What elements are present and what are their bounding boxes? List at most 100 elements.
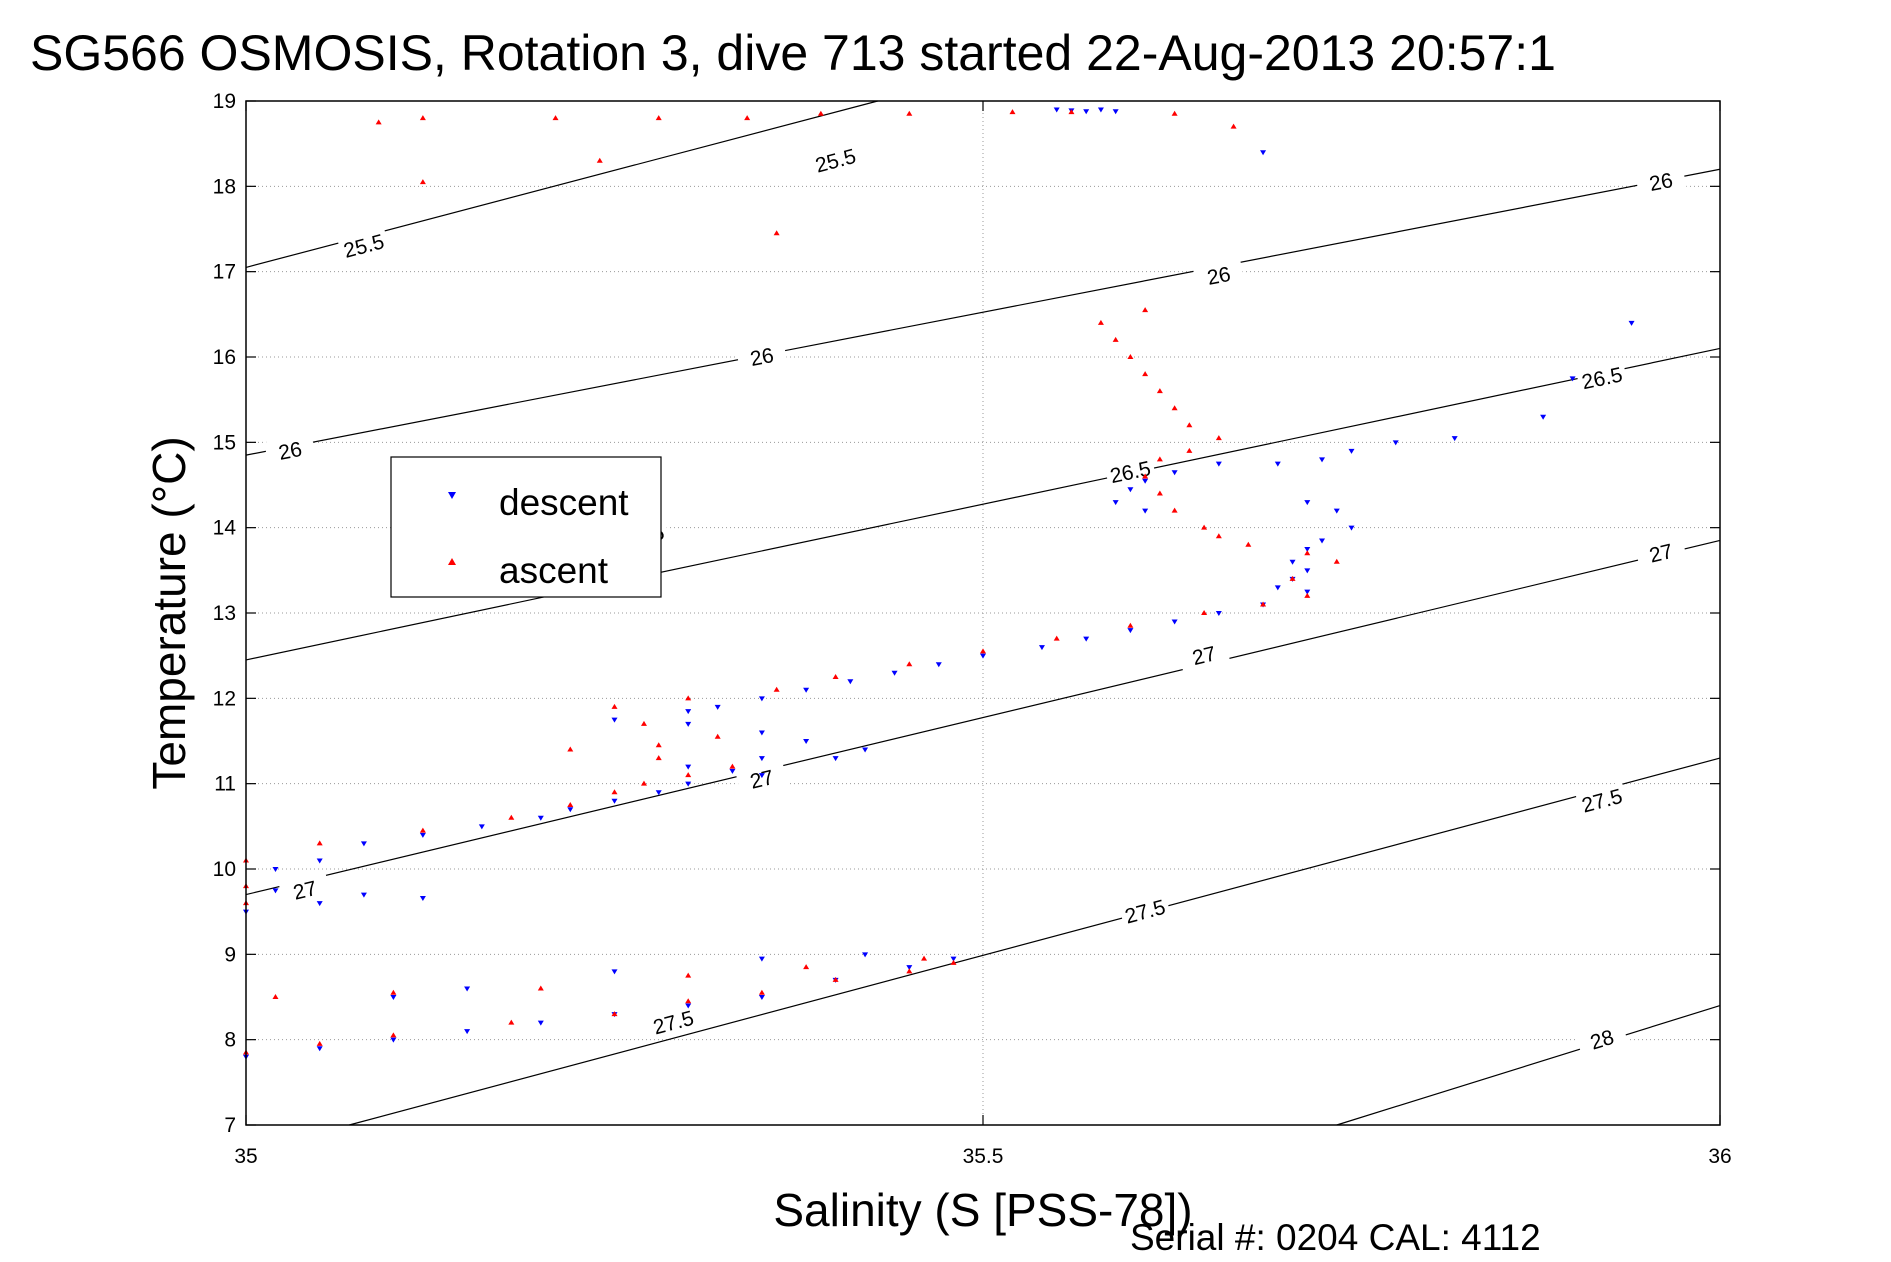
descent-point <box>464 1029 471 1035</box>
ascent-point <box>537 985 544 991</box>
descent-point <box>1260 150 1267 156</box>
descent-point <box>1215 461 1222 467</box>
ascent-point <box>921 955 928 961</box>
ascent-point <box>906 661 913 667</box>
isopycnal-line <box>349 757 1721 1126</box>
y-tick-label: 15 <box>213 431 236 454</box>
descent-point <box>537 815 544 821</box>
descent-point <box>1304 547 1311 552</box>
x-tick-label: 36 <box>1708 1145 1731 1168</box>
ascent-point <box>1230 123 1237 129</box>
descent-point <box>655 790 662 796</box>
ascent-point <box>508 814 515 820</box>
descent-point <box>950 956 957 962</box>
descent-point <box>1304 568 1311 574</box>
legend-marker-ascent <box>448 558 456 565</box>
isopycnal-label-bg <box>1575 360 1628 395</box>
isopycnal-label-bg <box>809 142 862 178</box>
descent-point <box>1127 628 1134 634</box>
isopycnal-label: 26 <box>1205 263 1232 290</box>
ascent-point <box>390 1032 397 1038</box>
isopycnal-label-bg <box>1575 781 1629 818</box>
isopycnal-label: 27 <box>291 877 319 905</box>
grid <box>246 101 1720 1125</box>
legend-marker-descent <box>448 492 456 499</box>
ascent-point <box>685 772 692 778</box>
descent-point <box>758 696 765 702</box>
y-tick-label: 19 <box>213 90 236 113</box>
ascent-point <box>611 1011 618 1017</box>
data-points <box>243 107 1635 1060</box>
chart-title: SG566 OSMOSIS, Rotation 3, dive 713 star… <box>30 25 1556 81</box>
x-axis-label: Salinity (S [PSS-78]) <box>773 1184 1192 1236</box>
ascent-point <box>1304 592 1311 598</box>
descent-point <box>1083 109 1090 115</box>
descent-point <box>1112 109 1119 115</box>
descent-point <box>1215 611 1222 616</box>
ascent-point <box>611 789 618 795</box>
ascent-point <box>1245 541 1252 547</box>
descent-point <box>685 721 692 727</box>
y-tick-label: 8 <box>224 1029 236 1052</box>
descent-point <box>464 986 471 992</box>
isopycnal-label-bg <box>735 761 788 796</box>
descent-point <box>360 841 367 847</box>
ascent-point <box>1009 109 1016 115</box>
ascent-point <box>1156 490 1163 496</box>
ascent-point <box>1127 622 1134 628</box>
isopycnal-label-bg <box>1575 1020 1629 1058</box>
descent-point <box>1392 440 1399 446</box>
descent-point <box>1112 500 1119 506</box>
legend-box <box>390 456 662 598</box>
ascent-point <box>744 115 751 121</box>
descent-point <box>1171 470 1178 476</box>
ascent-point <box>729 763 736 769</box>
descent-point <box>1319 538 1326 544</box>
isopycnal-label: 25.5 <box>813 145 858 178</box>
descent-point <box>1274 585 1281 591</box>
ascent-point <box>611 703 618 709</box>
descent-point <box>419 832 426 838</box>
y-tick-label: 9 <box>224 943 236 966</box>
ascent-point <box>1127 354 1134 359</box>
ascent-point <box>1215 435 1222 441</box>
descent-point <box>360 892 367 898</box>
descent-point <box>758 995 765 1000</box>
isopycnal-label: 27.5 <box>1579 785 1624 818</box>
ascent-point <box>419 179 426 185</box>
ascent-point <box>640 720 647 726</box>
descent-point <box>611 717 618 723</box>
descent-point <box>685 709 692 715</box>
descent-point <box>1451 436 1458 442</box>
y-tick-label: 14 <box>213 517 237 540</box>
ascent-point <box>1201 524 1208 530</box>
ascent-point <box>906 110 913 116</box>
descent-point <box>1540 414 1547 420</box>
ascent-point <box>552 115 559 121</box>
isopycnal-label: 27 <box>748 766 776 794</box>
isopycnal-label: 26.5 <box>1580 363 1625 394</box>
descent-point <box>1628 320 1635 326</box>
descent-point <box>891 670 898 676</box>
descent-point <box>803 739 810 744</box>
ascent-point <box>567 746 574 752</box>
descent-point <box>685 781 692 787</box>
ascent-point <box>655 742 662 748</box>
ascent-point <box>390 989 397 995</box>
descent-point <box>1127 487 1134 493</box>
x-tick-label: 35.5 <box>963 1145 1004 1168</box>
ascent-point <box>1142 473 1149 479</box>
ascent-point <box>640 780 647 786</box>
ascent-point <box>773 230 780 236</box>
descent-point <box>611 969 618 975</box>
ascent-point <box>1289 575 1296 581</box>
isopycnal-label-bg <box>1118 892 1172 929</box>
descent-point <box>935 662 942 668</box>
ascent-point <box>1097 319 1104 325</box>
isopycnal-label-bg <box>1634 535 1687 570</box>
isopycnal-label-bg <box>735 339 788 373</box>
serial-cal-footer: Serial #: 0204 CAL: 4112 <box>1130 1217 1541 1258</box>
descent-point <box>419 896 426 902</box>
isopycnal-label-bg <box>1192 258 1245 292</box>
